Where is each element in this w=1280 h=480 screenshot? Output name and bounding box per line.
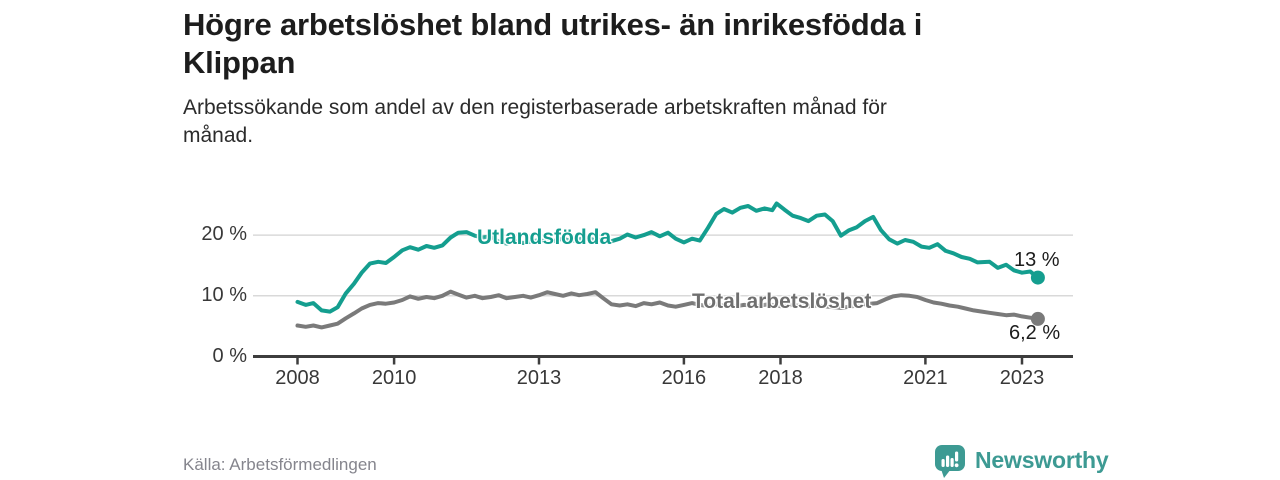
end-value-label-utlandsfodda: 13 % <box>1014 249 1060 271</box>
series-label-total: Total arbetslöshet <box>692 290 872 313</box>
x-tick-label: 2013 <box>516 367 562 389</box>
x-tick-label: 2008 <box>275 367 320 389</box>
series-end-dot-utlandsfodda <box>1030 270 1045 285</box>
x-tick-label: 2021 <box>903 367 948 389</box>
newsworthy-icon <box>935 445 965 478</box>
x-tick-label: 2018 <box>758 367 803 389</box>
series-line-utlandsfodda <box>295 201 1040 314</box>
y-tick-label: 20 % <box>201 223 247 246</box>
y-tick-label: 0 % <box>212 344 247 367</box>
chart-subtitle-line2: månad. <box>183 124 254 147</box>
series-line-total <box>295 289 1040 330</box>
chart-title-line1: Högre arbetslöshet bland utrikes- än inr… <box>183 7 923 42</box>
chart-title: Högre arbetslöshet bland utrikes- än inr… <box>183 6 922 82</box>
brand-logo: Newsworthy <box>933 443 1109 478</box>
series-label-utlandsfodda: Utlandsfödda <box>477 226 612 249</box>
series-end-dot-total <box>1030 311 1045 326</box>
y-tick-label: 10 % <box>201 283 247 306</box>
x-tick-label: 2016 <box>661 367 707 389</box>
end-value-label-total: 6,2 % <box>1009 322 1061 344</box>
brand-wordmark: Newsworthy <box>975 447 1109 473</box>
chart-subtitle-line1: Arbetssökande som andel av den registerb… <box>183 96 887 119</box>
source-note: Källa: Arbetsförmedlingen <box>183 455 377 474</box>
chart-subtitle: Arbetssökande som andel av den registerb… <box>183 94 887 150</box>
x-tick-label: 2010 <box>371 367 417 389</box>
chart-title-line2: Klippan <box>183 45 296 80</box>
x-tick-label: 2023 <box>999 367 1045 389</box>
